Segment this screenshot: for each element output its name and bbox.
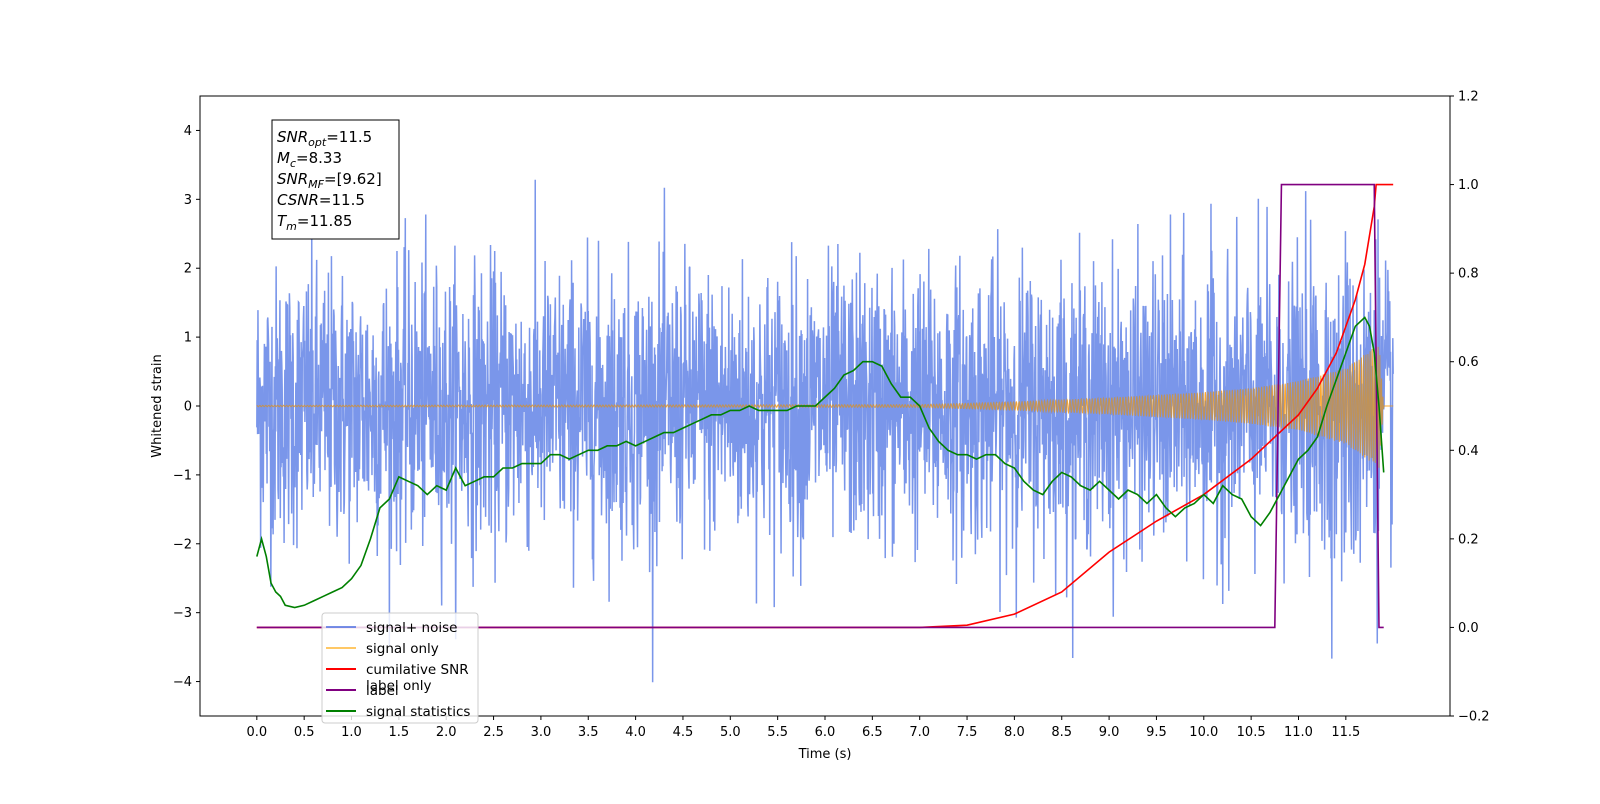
y-right-tick-label: 0.4 <box>1458 444 1479 459</box>
y-tick-label: 4 <box>184 124 192 139</box>
x-tick-label: 4.0 <box>625 725 646 740</box>
x-tick-label: 7.5 <box>957 725 978 740</box>
label-series-line <box>256 183 1384 629</box>
y-tick-label: 3 <box>184 193 192 208</box>
x-tick-label: 9.5 <box>1146 725 1167 740</box>
y-axis-left: 4 3 2 1 0 −1 −2 −3 −4 <box>173 124 200 690</box>
y-tick-label: −3 <box>173 606 192 621</box>
y-tick-label: 1 <box>184 331 192 346</box>
y-right-tick-label: −0.2 <box>1458 710 1490 725</box>
x-tick-label: 3.0 <box>531 725 552 740</box>
x-tick-label: 2.0 <box>436 725 457 740</box>
legend-label: signal statistics <box>366 704 470 720</box>
y-tick-label: 0 <box>184 400 192 415</box>
x-tick-label: 6.5 <box>862 725 883 740</box>
x-tick-label: 8.0 <box>1004 725 1025 740</box>
y-tick-label: −2 <box>173 537 192 552</box>
y-right-tick-label: 0.8 <box>1458 267 1479 282</box>
info-box-frame <box>271 119 400 240</box>
info-box-line: CSNR=11.5 <box>277 191 365 209</box>
y-right-tick-label: 1.0 <box>1458 178 1479 193</box>
x-tick-label: 4.5 <box>673 725 694 740</box>
x-tick-label: 3.5 <box>578 725 599 740</box>
legend-frame <box>321 612 479 724</box>
x-tick-label: 2.5 <box>483 725 504 740</box>
legend-label: signal only <box>366 641 439 657</box>
info-box-line: Tm=11.85 <box>277 212 352 233</box>
y-tick-label: 2 <box>184 262 192 277</box>
x-axis-label: Time (s) <box>798 747 852 762</box>
x-tick-label: 1.0 <box>341 725 362 740</box>
x-tick-label: 6.0 <box>815 725 836 740</box>
plot-area <box>256 179 1394 683</box>
legend: label only signal+ noise signal only cumila… <box>321 612 479 724</box>
y-right-tick-label: 0.2 <box>1458 532 1479 547</box>
x-tick-label: 10.5 <box>1237 725 1266 740</box>
x-tick-label: 10.0 <box>1189 725 1218 740</box>
x-tick-label: 11.5 <box>1331 725 1360 740</box>
x-tick-label: 1.5 <box>389 725 410 740</box>
x-tick-label: 9.0 <box>1099 725 1120 740</box>
y-axis-label: Whitened strain <box>150 354 165 457</box>
y-tick-label: −1 <box>173 468 192 483</box>
legend-label: cumilative SNR <box>366 662 469 678</box>
y-tick-label: −4 <box>173 675 192 690</box>
signal-statistics-series-line <box>256 316 1385 609</box>
info-box-line: SNRMF=[9.62] <box>277 170 382 191</box>
signal-plus-noise-series-line <box>256 179 1394 683</box>
y-right-tick-label: 0.0 <box>1458 621 1479 636</box>
x-tick-label: 5.5 <box>767 725 788 740</box>
x-tick-label: 8.5 <box>1051 725 1072 740</box>
info-box-line: Mc=8.33 <box>277 149 342 170</box>
y-right-tick-label: 1.2 <box>1458 90 1479 105</box>
x-tick-label: 7.0 <box>909 725 930 740</box>
x-tick-label: 5.0 <box>720 725 741 740</box>
x-tick-label: 0.5 <box>294 725 315 740</box>
x-axis: 0.0 0.5 1.0 1.5 2.0 2.5 3.0 3.5 4.0 4.5 5.0 5.5 6.0 6… <box>246 716 1360 740</box>
x-tick-label: 0.0 <box>246 725 267 740</box>
info-box-line: SNRopt=11.5 <box>277 128 372 149</box>
legend-hidden-text: label only <box>366 678 432 694</box>
legend-label: label <box>366 683 399 699</box>
signal-only-series-overlay <box>256 346 1394 468</box>
y-axis-right: 1.2 1.0 0.8 0.6 0.4 0.2 0.0 −0.2 <box>1450 90 1490 725</box>
legend-label: signal+ noise <box>366 620 457 636</box>
x-tick-label: 11.0 <box>1284 725 1313 740</box>
y-right-tick-label: 0.6 <box>1458 355 1479 370</box>
